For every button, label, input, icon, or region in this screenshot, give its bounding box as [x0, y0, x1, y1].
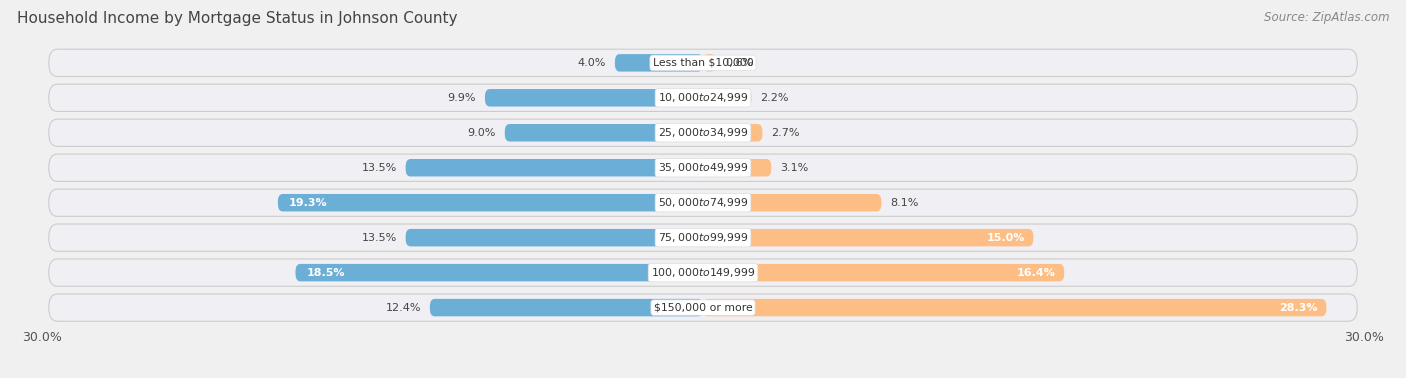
Text: $150,000 or more: $150,000 or more: [654, 303, 752, 313]
Text: 13.5%: 13.5%: [361, 163, 396, 173]
FancyBboxPatch shape: [703, 54, 716, 71]
FancyBboxPatch shape: [614, 54, 703, 71]
Text: 12.4%: 12.4%: [385, 303, 420, 313]
Text: 19.3%: 19.3%: [288, 198, 328, 208]
Text: 15.0%: 15.0%: [986, 233, 1025, 243]
Text: 0.6%: 0.6%: [725, 58, 754, 68]
FancyBboxPatch shape: [295, 264, 703, 281]
Text: $75,000 to $99,999: $75,000 to $99,999: [658, 231, 748, 244]
Text: 3.1%: 3.1%: [780, 163, 808, 173]
FancyBboxPatch shape: [49, 189, 1357, 216]
FancyBboxPatch shape: [49, 84, 1357, 112]
Text: $10,000 to $24,999: $10,000 to $24,999: [658, 91, 748, 104]
Text: 9.0%: 9.0%: [468, 128, 496, 138]
FancyBboxPatch shape: [505, 124, 703, 141]
Text: Household Income by Mortgage Status in Johnson County: Household Income by Mortgage Status in J…: [17, 11, 457, 26]
FancyBboxPatch shape: [703, 159, 772, 177]
FancyBboxPatch shape: [278, 194, 703, 211]
FancyBboxPatch shape: [703, 89, 751, 107]
FancyBboxPatch shape: [49, 294, 1357, 321]
Text: 18.5%: 18.5%: [307, 268, 344, 277]
FancyBboxPatch shape: [49, 224, 1357, 251]
Text: $50,000 to $74,999: $50,000 to $74,999: [658, 196, 748, 209]
Text: 28.3%: 28.3%: [1279, 303, 1317, 313]
FancyBboxPatch shape: [49, 49, 1357, 76]
Text: $100,000 to $149,999: $100,000 to $149,999: [651, 266, 755, 279]
FancyBboxPatch shape: [430, 299, 703, 316]
FancyBboxPatch shape: [49, 154, 1357, 181]
FancyBboxPatch shape: [703, 124, 762, 141]
Text: 2.2%: 2.2%: [761, 93, 789, 103]
FancyBboxPatch shape: [49, 119, 1357, 146]
FancyBboxPatch shape: [485, 89, 703, 107]
FancyBboxPatch shape: [405, 159, 703, 177]
Text: Source: ZipAtlas.com: Source: ZipAtlas.com: [1264, 11, 1389, 24]
Text: 13.5%: 13.5%: [361, 233, 396, 243]
FancyBboxPatch shape: [49, 259, 1357, 286]
Text: 8.1%: 8.1%: [890, 198, 918, 208]
Text: 4.0%: 4.0%: [578, 58, 606, 68]
FancyBboxPatch shape: [703, 194, 882, 211]
Text: 16.4%: 16.4%: [1017, 268, 1056, 277]
FancyBboxPatch shape: [703, 229, 1033, 246]
Text: $35,000 to $49,999: $35,000 to $49,999: [658, 161, 748, 174]
Text: 2.7%: 2.7%: [772, 128, 800, 138]
Text: Less than $10,000: Less than $10,000: [652, 58, 754, 68]
Text: 9.9%: 9.9%: [447, 93, 477, 103]
FancyBboxPatch shape: [405, 229, 703, 246]
Text: $25,000 to $34,999: $25,000 to $34,999: [658, 126, 748, 139]
FancyBboxPatch shape: [703, 299, 1326, 316]
FancyBboxPatch shape: [703, 264, 1064, 281]
